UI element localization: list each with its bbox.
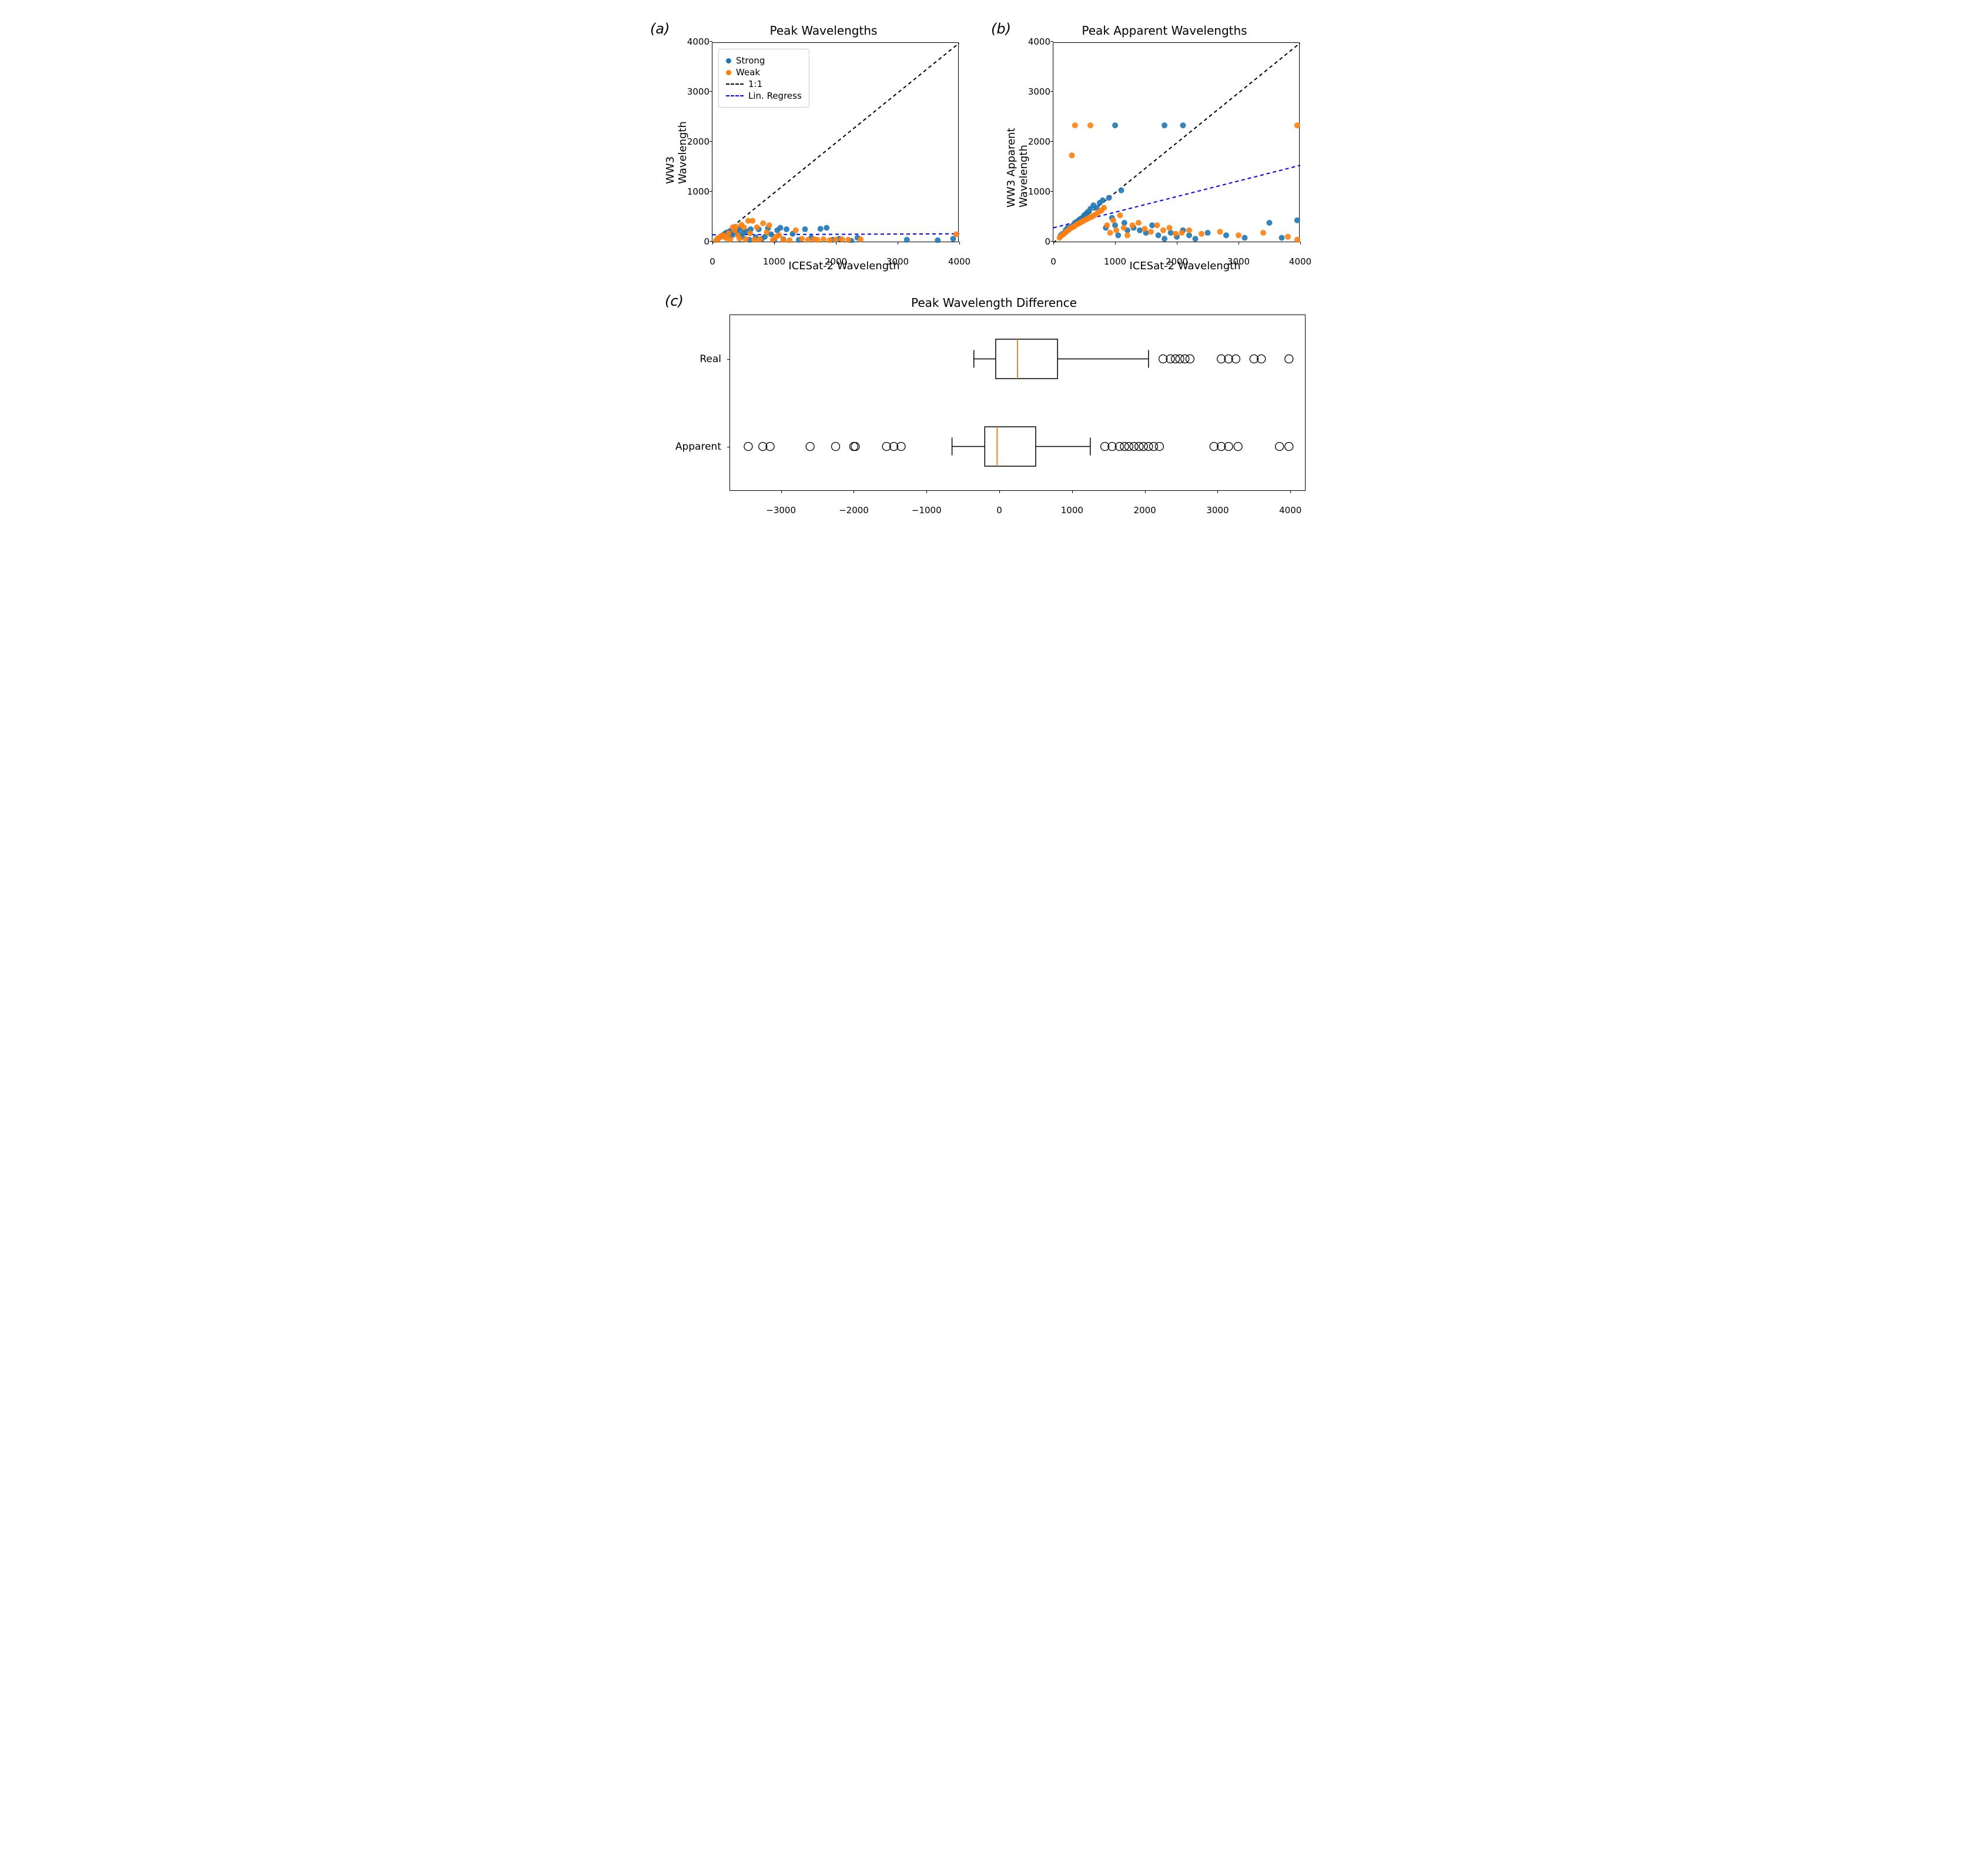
panel-c: (c) Peak Wavelength Difference RealAppar… [671,296,1317,491]
box-area: RealApparent −3000−2000−1000010002000300… [729,315,1306,491]
legend-item: Strong [726,55,802,66]
legend-item: Lin. Regress [726,91,802,101]
legend-label: Lin. Regress [748,91,802,101]
box-xtick-label: −2000 [839,505,869,516]
boxplot-svg [730,315,1305,490]
box-xtick-label: 2000 [1134,505,1156,516]
box-xtick-label: 1000 [1061,505,1083,516]
plot-b-area: 01000200030004000 01000200030004000 [1053,42,1300,242]
legend: StrongWeak1:1 Lin. Regress [718,49,809,108]
panel-b: (b) Peak Apparent Wavelengths WW3 Appare… [1012,24,1317,272]
plot-a-area: StrongWeak1:1Lin. Regress 01000200030004… [712,42,959,242]
legend-label: Strong [736,55,765,66]
legend-label: Weak [736,67,760,78]
box-xtick-label: −1000 [912,505,942,516]
panel-c-title: Peak Wavelength Difference [671,296,1317,310]
box-ytick-label: Real [700,353,721,365]
panel-a-yticks: 01000200030004000 [683,43,709,242]
panel-b-label: (b) [991,21,1011,37]
figure-container: (a) Peak Wavelengths WW3 Wavelength Stro… [671,24,1317,491]
panel-a: (a) Peak Wavelengths WW3 Wavelength Stro… [671,24,976,272]
box-yticks: Real Apparent [674,315,727,490]
legend-marker-icon [726,58,731,63]
panel-b-title: Peak Apparent Wavelengths [1012,24,1317,38]
box-xtick-label: 3000 [1206,505,1229,516]
legend-line-icon [726,95,744,96]
scatter-b-svg [1053,43,1300,243]
legend-label: 1:1 [748,79,762,89]
box-xtick-label: 4000 [1279,505,1301,516]
panel-c-label: (c) [665,293,684,309]
legend-marker-icon [726,70,731,75]
legend-line-icon [726,83,744,85]
panel-a-title: Peak Wavelengths [671,24,976,38]
panel-b-yticks: 01000200030004000 [1024,43,1050,242]
box-xtick-label: −3000 [766,505,796,516]
panel-a-label: (a) [650,21,670,37]
box-ytick-label: Apparent [675,441,721,453]
legend-item: 1:1 [726,79,802,89]
legend-item: Weak [726,67,802,78]
top-row: (a) Peak Wavelengths WW3 Wavelength Stro… [671,24,1317,272]
box-xtick-label: 0 [996,505,1002,516]
